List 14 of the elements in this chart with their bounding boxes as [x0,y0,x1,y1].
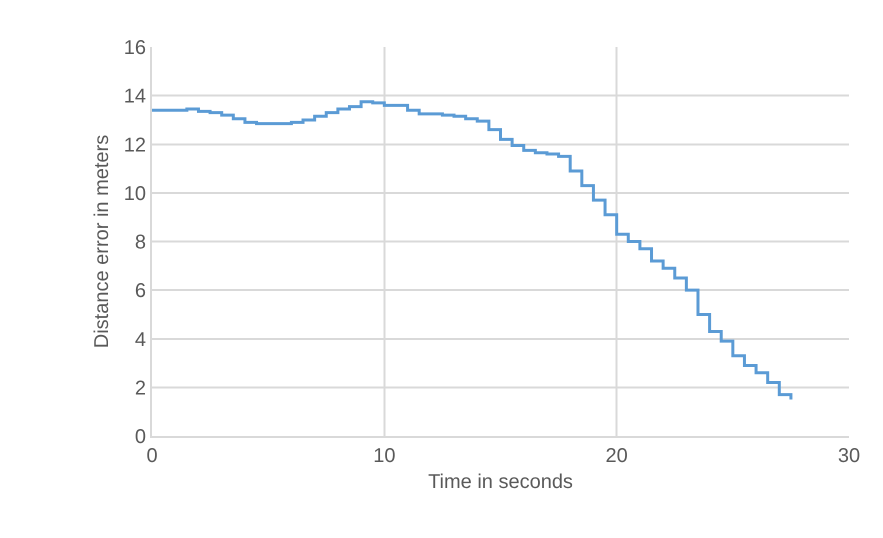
y-axis-title: Distance error in meters [90,134,113,348]
y-tick-label: 8 [134,232,146,254]
y-tick-label: 12 [124,134,146,156]
y-tick-label: 10 [124,182,146,205]
y-tick-label: 0 [134,426,146,448]
y-tick-label: 14 [124,86,146,108]
y-tick-label: 2 [134,377,146,400]
x-tick-label: 30 [838,445,860,467]
x-tick-label: 20 [606,445,628,467]
y-tick-label: 16 [124,37,146,59]
x-tick-label: 10 [373,445,396,467]
y-tick-label: 4 [134,328,146,351]
y-tick-label: 6 [134,280,146,302]
x-axis-title: Time in seconds [428,471,573,493]
